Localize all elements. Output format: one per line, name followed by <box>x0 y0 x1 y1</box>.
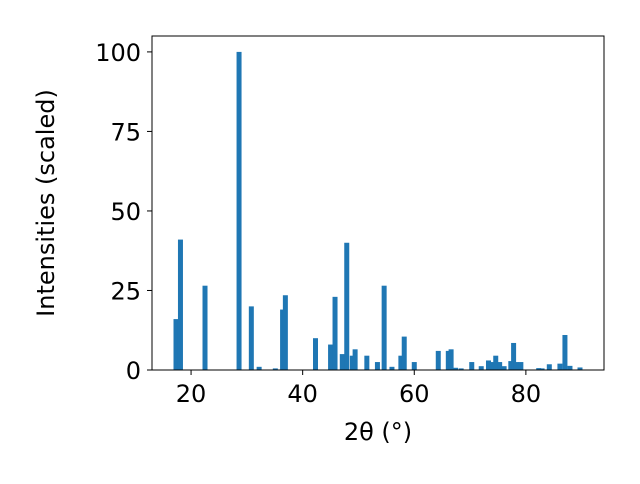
y-tick-label: 0 <box>126 357 141 385</box>
bar <box>435 350 441 370</box>
bar <box>478 366 484 370</box>
bar <box>282 295 288 370</box>
x-axis-ticks: 20 40 60 80 <box>176 370 541 408</box>
bar <box>349 355 355 370</box>
bar <box>508 361 514 370</box>
bar <box>493 355 499 370</box>
y-tick-label: 50 <box>110 198 141 226</box>
bar <box>313 338 318 370</box>
bar <box>448 349 454 370</box>
bars-layer <box>173 51 583 371</box>
bar <box>513 362 519 370</box>
bar <box>256 366 262 370</box>
plot-frame <box>151 35 605 371</box>
bar <box>177 239 183 370</box>
y-tick-label: 75 <box>110 118 141 146</box>
bar <box>280 309 286 370</box>
bar <box>497 362 503 370</box>
bar <box>577 367 583 370</box>
bar <box>458 368 464 370</box>
bar <box>364 355 370 370</box>
x-axis-label: 2θ (°) <box>344 418 412 446</box>
bar <box>344 242 350 370</box>
bar <box>489 362 495 370</box>
bar <box>328 344 334 370</box>
bar <box>453 367 459 370</box>
x-tick-label: 40 <box>287 380 318 408</box>
y-axis-ticks: 0 25 50 75 100 <box>95 39 152 385</box>
bar <box>469 362 475 370</box>
bar <box>401 336 407 370</box>
bar <box>381 285 387 370</box>
bar <box>536 368 542 370</box>
bar <box>485 360 491 370</box>
bar <box>501 366 507 370</box>
bar <box>567 365 573 370</box>
x-tick-label: 20 <box>176 380 207 408</box>
x-tick-label: 80 <box>511 380 542 408</box>
bar <box>398 355 404 370</box>
bar <box>339 354 345 370</box>
bar <box>389 366 395 370</box>
x-tick-label: 60 <box>399 380 430 408</box>
y-tick-label: 25 <box>110 277 141 305</box>
bar <box>272 368 278 370</box>
bar <box>557 363 563 370</box>
bar <box>248 306 254 370</box>
bar <box>411 362 417 370</box>
bar <box>332 296 338 370</box>
bar <box>562 335 568 370</box>
bar <box>352 349 358 370</box>
y-axis-label: Intensities (scaled) <box>32 89 60 317</box>
bar <box>546 364 552 370</box>
bar <box>539 368 545 370</box>
bar <box>374 362 380 370</box>
y-tick-label: 100 <box>95 39 141 67</box>
bar <box>202 285 208 370</box>
bar <box>445 350 451 370</box>
bar <box>518 362 524 370</box>
bar <box>236 51 242 371</box>
bar <box>511 342 517 370</box>
bar <box>173 319 179 370</box>
